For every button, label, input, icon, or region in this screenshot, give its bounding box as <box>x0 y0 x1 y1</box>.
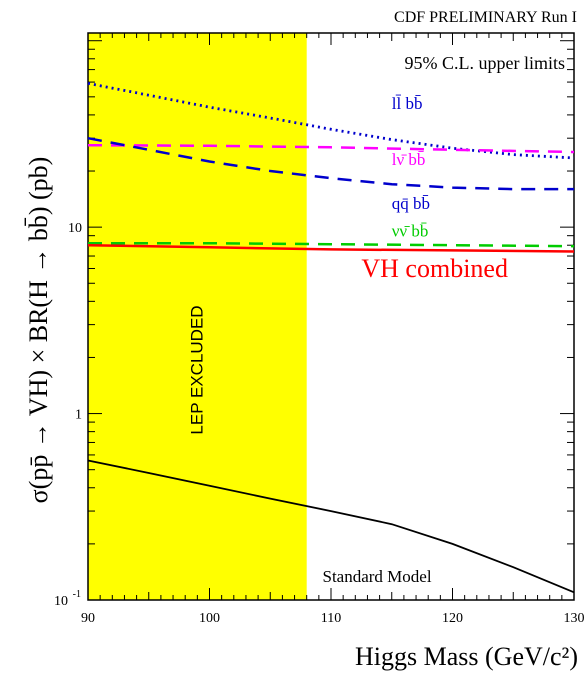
x-axis-label: Higgs Mass (GeV/c²) <box>355 642 578 671</box>
lep-excluded-region <box>88 33 307 600</box>
series-label-3: qq̄ bb̄ <box>392 194 430 213</box>
y-tick-label: 1 <box>75 408 82 423</box>
lep-excluded-label: LEP EXCLUDED <box>187 305 206 434</box>
series-label-4: νν̄ bb̄ <box>392 222 429 241</box>
series-line-5 <box>87 243 575 253</box>
chart-title: CDF PRELIMINARY Run I <box>394 9 577 26</box>
chart-subtitle: 95% C.L. upper limits <box>405 53 566 73</box>
series-line-4 <box>88 241 575 248</box>
x-tick-label: 120 <box>442 611 463 626</box>
series-line-3 <box>87 136 574 191</box>
x-tick-label: 90 <box>81 611 95 626</box>
y-tick-label: 10 <box>68 221 82 236</box>
y-tick-exponent: -1 <box>73 589 81 600</box>
series-label-6: Standard Model <box>322 567 431 586</box>
x-tick-label: 100 <box>199 611 220 626</box>
x-tick-label: 110 <box>321 611 341 626</box>
series-labels: ll̄ bb̄ lν̄ bb̄ qq̄ bb̄ νν̄ bb̄ VH combined S… <box>322 94 507 586</box>
series-line-2 <box>87 143 575 154</box>
series-label-5: VH combined <box>361 254 508 283</box>
series-label-2: lν̄ bb̄ <box>392 150 426 169</box>
series-line-6 <box>87 459 575 594</box>
x-tick-label: 130 <box>564 611 585 626</box>
series-line-1 <box>87 82 575 160</box>
y-axis-label: σ(pp̄ → VH) × BR(H → bb̄) (pb) <box>24 157 53 504</box>
y-tick-label: 10 <box>54 594 68 609</box>
series-label-1: ll̄ bb̄ <box>392 94 423 113</box>
series-lines <box>87 82 575 594</box>
